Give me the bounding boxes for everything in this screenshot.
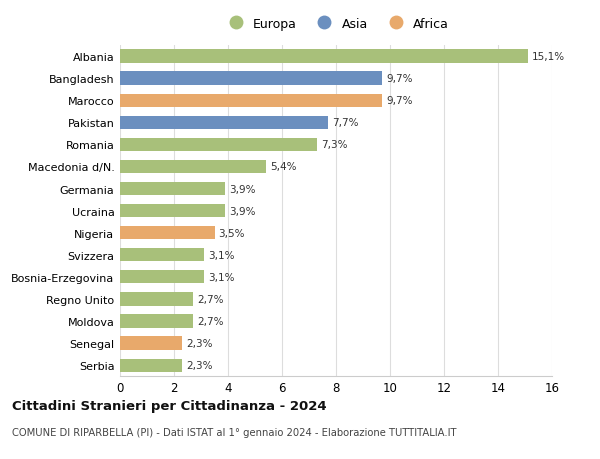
Text: 3,1%: 3,1%: [208, 272, 234, 282]
Bar: [120, 271, 204, 284]
Legend: Europa, Asia, Africa: Europa, Asia, Africa: [221, 15, 452, 33]
Bar: [120, 183, 226, 196]
Bar: [120, 161, 266, 174]
Text: 2,3%: 2,3%: [186, 360, 212, 370]
Bar: [120, 337, 182, 350]
Bar: [120, 139, 317, 151]
Text: 3,9%: 3,9%: [229, 206, 256, 216]
Text: 2,7%: 2,7%: [197, 316, 223, 326]
Text: 2,7%: 2,7%: [197, 294, 223, 304]
Text: 5,4%: 5,4%: [270, 162, 296, 172]
Bar: [120, 95, 382, 107]
Text: 3,9%: 3,9%: [229, 184, 256, 194]
Text: 7,3%: 7,3%: [321, 140, 347, 150]
Text: 2,3%: 2,3%: [186, 338, 212, 348]
Bar: [120, 205, 226, 218]
Text: 9,7%: 9,7%: [386, 96, 412, 106]
Text: 3,1%: 3,1%: [208, 250, 234, 260]
Bar: [120, 50, 528, 63]
Bar: [120, 73, 382, 85]
Bar: [120, 359, 182, 372]
Text: 3,5%: 3,5%: [218, 228, 245, 238]
Text: 9,7%: 9,7%: [386, 74, 412, 84]
Bar: [120, 117, 328, 129]
Text: 15,1%: 15,1%: [532, 52, 565, 62]
Bar: [120, 249, 204, 262]
Text: Cittadini Stranieri per Cittadinanza - 2024: Cittadini Stranieri per Cittadinanza - 2…: [12, 399, 326, 412]
Text: COMUNE DI RIPARBELLA (PI) - Dati ISTAT al 1° gennaio 2024 - Elaborazione TUTTITA: COMUNE DI RIPARBELLA (PI) - Dati ISTAT a…: [12, 427, 457, 437]
Bar: [120, 293, 193, 306]
Text: 7,7%: 7,7%: [332, 118, 358, 128]
Bar: [120, 227, 215, 240]
Bar: [120, 315, 193, 328]
